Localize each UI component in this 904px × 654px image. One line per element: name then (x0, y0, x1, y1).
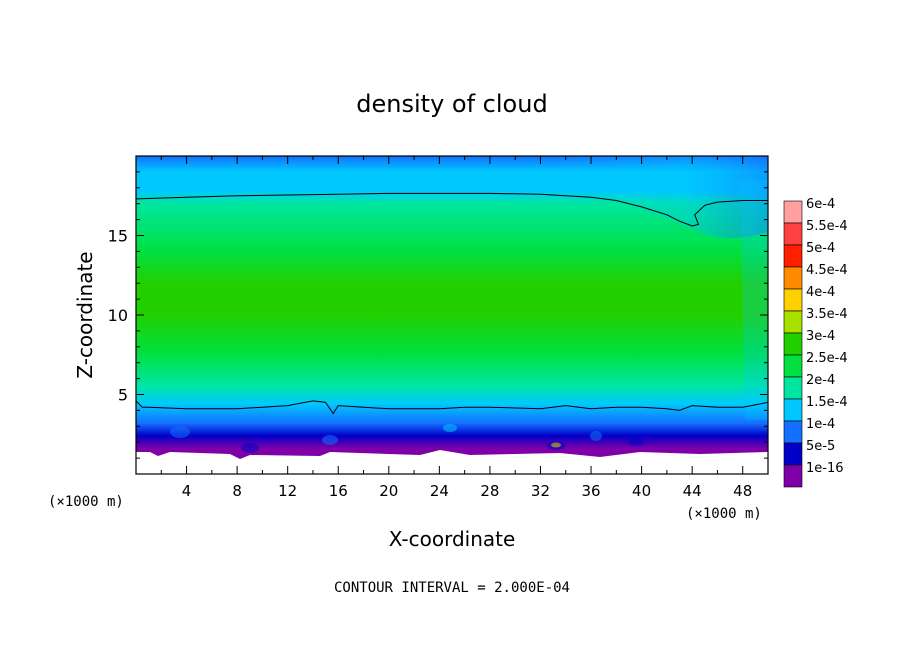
colorbar-label: 1e-16 (806, 461, 844, 476)
contour-line-1 (136, 400, 768, 415)
colorbar-swatch (783, 310, 803, 334)
colorbar-label: 1e-4 (806, 417, 835, 432)
colorbar-swatch (783, 332, 803, 356)
colorbar-label: 2e-4 (806, 373, 835, 388)
ground-layer-white (136, 450, 768, 474)
colorbar-swatch (783, 442, 803, 466)
x-axis-label: X-coordinate (389, 527, 516, 551)
contour-lines (136, 192, 768, 415)
colorbar-label: 1.5e-4 (806, 395, 848, 410)
colorbar-label: 5e-4 (806, 241, 835, 256)
x-tick-label: 40 (632, 482, 651, 500)
x-axis-unit-left: (×1000 m) (48, 494, 124, 510)
chart-title: density of cloud (356, 90, 547, 118)
right-edge-band (740, 180, 768, 420)
colorbar-swatch (783, 222, 803, 246)
colorbar-swatch (783, 464, 803, 488)
x-tick-label: 12 (278, 482, 297, 500)
colorbar-label: 6e-4 (806, 197, 835, 212)
y-tick-label: 15 (108, 227, 128, 246)
colorbar-label: 3e-4 (806, 329, 835, 344)
plot-area (136, 156, 768, 474)
x-tick-label: 24 (430, 482, 449, 500)
y-axis: 5 10 15 (108, 171, 768, 459)
top-right-depletion (560, 156, 768, 238)
colorbar-label: 4.5e-4 (806, 263, 848, 278)
x-tick-label: 32 (531, 482, 550, 500)
x-tick-label: 44 (683, 482, 702, 500)
colorbar-label: 2.5e-4 (806, 351, 848, 366)
colorbar-label: 4e-4 (806, 285, 835, 300)
x-tick-label: 8 (232, 482, 242, 500)
colorbar-label: 3.5e-4 (806, 307, 848, 322)
colorbar-label: 5e-5 (806, 439, 835, 454)
x-axis: 4 8 12 16 20 24 28 32 36 40 44 48 (160, 156, 752, 500)
contour-line-0 (136, 192, 768, 227)
x-tick-label: 16 (329, 482, 348, 500)
colorbar-swatch (783, 200, 803, 224)
cloud-speckle-layer (170, 424, 644, 453)
colorbar-swatch (783, 266, 803, 290)
colorbar-swatch (783, 244, 803, 268)
y-tick-label: 10 (108, 306, 128, 325)
x-tick-label: 4 (182, 482, 192, 500)
x-tick-label: 20 (379, 482, 398, 500)
contour-interval-note: CONTOUR INTERVAL = 2.000E-04 (334, 580, 570, 596)
x-axis-unit-right: (×1000 m) (686, 506, 762, 522)
colorbar-swatch (783, 376, 803, 400)
y-axis-label: Z-coordinate (73, 251, 97, 378)
colorbar-swatch (783, 354, 803, 378)
colorbar-swatch (783, 398, 803, 422)
colorbar-label: 5.5e-4 (806, 219, 848, 234)
x-tick-label: 48 (733, 482, 752, 500)
y-tick-label: 5 (118, 386, 128, 405)
colorbar-swatch (783, 288, 803, 312)
colorbar-swatch (783, 420, 803, 444)
x-tick-label: 28 (480, 482, 499, 500)
colorbar: 6e-4 5.5e-4 5e-4 4.5e-4 4e-4 3.5e-4 3e-4 2.5e-4… (783, 197, 848, 488)
x-tick-label: 36 (581, 482, 600, 500)
